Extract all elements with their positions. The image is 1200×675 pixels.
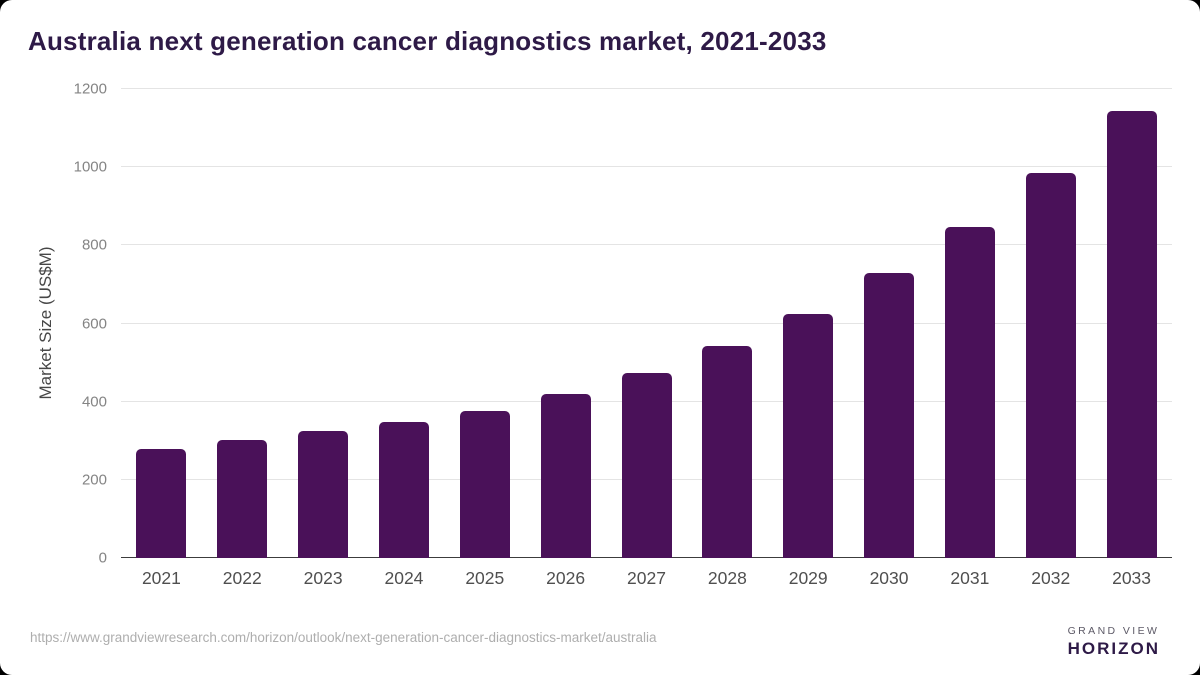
sunrise-sea [1017,642,1057,662]
bar-2027[interactable] [621,373,672,558]
bar-2024[interactable] [378,421,429,558]
plot-area [121,88,1172,558]
x-tick-label: 2025 [465,568,505,588]
gridline [121,322,1172,324]
x-tick-label: 2031 [950,568,990,588]
bar-2021[interactable] [136,448,187,558]
y-tick-label: 1000 [73,158,107,176]
bar-2023[interactable] [298,430,349,558]
reflection-line-icon [1029,644,1045,648]
x-tick-label: 2033 [1112,568,1152,588]
x-tick-label: 2029 [788,568,828,588]
x-tick-label: 2023 [303,568,343,588]
bar-2030[interactable] [864,272,915,558]
brand-name-horizon: HORIZON [1067,638,1160,658]
bar-2022[interactable] [217,439,268,558]
bar-2033[interactable] [1106,111,1157,558]
sunrise-horizon-icon [1017,622,1057,662]
bar-2031[interactable] [944,227,995,558]
x-tick-label: 2026 [546,568,586,588]
gridline [121,166,1172,168]
reflection-line-icon [1032,650,1041,653]
gridline [121,244,1172,246]
bar-2032[interactable] [1025,173,1076,558]
x-tick-label: 2024 [384,568,424,588]
brand-text: GRAND VIEW HORIZON [1068,625,1160,659]
y-tick-label: 1200 [73,80,107,98]
bar-2026[interactable] [540,393,591,558]
x-tick-label: 2022 [222,568,262,588]
y-tick-label: 400 [81,393,107,411]
chart-title: Australia next generation cancer diagnos… [28,26,827,56]
brand-name-grand-view: GRAND VIEW [1067,624,1160,637]
y-tick-label: 800 [81,236,107,254]
y-tick-label: 0 [98,549,107,567]
x-tick-label: 2032 [1031,568,1071,588]
bar-2028[interactable] [702,345,753,558]
x-tick-label: 2027 [627,568,666,588]
x-tick-label: 2030 [869,568,909,588]
x-tick-label: 2021 [141,568,181,588]
y-tick-label: 200 [81,471,107,489]
gridline [121,88,1172,89]
y-tick-label: 600 [81,315,107,332]
bar-2029[interactable] [783,314,834,558]
source-url: https://www.grandviewresearch.com/horizo… [30,630,657,645]
brand-logo: GRAND VIEW HORIZON [1017,622,1160,662]
sunrise-sky [1017,622,1057,642]
sun-icon [1029,636,1045,642]
bar-2025[interactable] [459,410,510,558]
x-tick-label: 2028 [707,568,747,588]
